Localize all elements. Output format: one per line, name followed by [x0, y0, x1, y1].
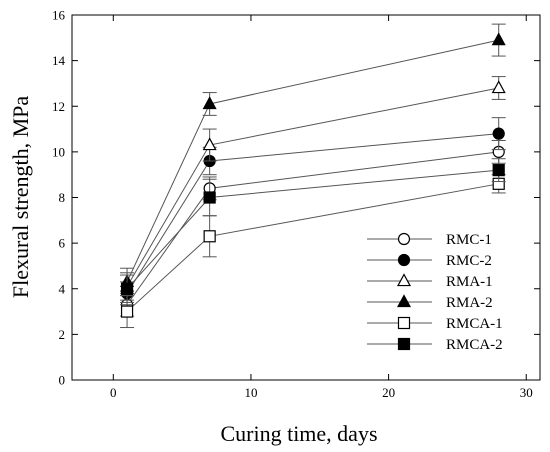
x-axis-title: Curing time, days	[220, 421, 377, 446]
data-point	[202, 137, 217, 151]
data-point	[492, 127, 505, 140]
legend-label: RMA-2	[446, 295, 493, 311]
legend-item: RMCA-2	[367, 337, 503, 353]
x-axis-ticks: 0 10 20 30	[110, 15, 533, 400]
legend-marker	[396, 294, 412, 308]
y-axis-title: Flexural strength, MPa	[8, 96, 33, 298]
legend-marker	[397, 337, 411, 351]
series-line	[126, 183, 499, 312]
data-point	[120, 282, 134, 295]
y-tick-label: 12	[52, 99, 65, 114]
legend: RMC-1 RMC-2 RMA-1 RMA-2 RMCA-1 RMCA-2	[367, 232, 503, 353]
y-tick-label: 0	[59, 373, 66, 388]
legend-label: RMC-1	[446, 232, 492, 248]
legend-marker	[397, 232, 411, 246]
legend-marker	[397, 253, 411, 267]
y-axis-ticks: 0 2 4 6 8 10 12 14 16	[52, 8, 540, 388]
x-tick-label: 30	[520, 385, 533, 400]
legend-item: RMC-2	[367, 253, 492, 269]
legend-marker	[397, 316, 411, 330]
y-tick-label: 6	[59, 236, 66, 251]
series-rmca-2	[120, 158, 506, 303]
x-tick-label: 20	[382, 385, 395, 400]
y-tick-label: 4	[59, 281, 66, 296]
legend-label: RMCA-1	[446, 316, 503, 332]
legend-item: RMCA-1	[367, 316, 503, 332]
series-line	[126, 151, 499, 306]
y-tick-label: 8	[59, 190, 66, 205]
y-tick-label: 14	[52, 53, 66, 68]
legend-label: RMCA-2	[446, 337, 503, 353]
legend-label: RMA-1	[446, 274, 493, 290]
series-layer	[120, 23, 506, 329]
data-point	[492, 164, 505, 177]
data-point	[203, 191, 216, 204]
data-point	[203, 230, 216, 243]
y-tick-label: 2	[59, 327, 66, 342]
data-point	[491, 32, 506, 46]
x-tick-label: 10	[244, 385, 257, 400]
data-point	[202, 96, 217, 110]
series-line	[126, 169, 499, 290]
y-tick-label: 10	[52, 144, 65, 159]
y-tick-label: 16	[52, 8, 66, 23]
x-tick-label: 0	[110, 385, 117, 400]
legend-item: RMA-2	[367, 294, 493, 311]
legend-item: RMA-1	[367, 273, 493, 290]
data-point	[120, 305, 134, 318]
legend-item: RMC-1	[367, 232, 492, 248]
series-line	[126, 39, 499, 283]
legend-label: RMC-2	[446, 253, 492, 269]
legend-marker	[396, 273, 412, 287]
series-line	[126, 133, 499, 294]
data-point	[491, 80, 506, 94]
